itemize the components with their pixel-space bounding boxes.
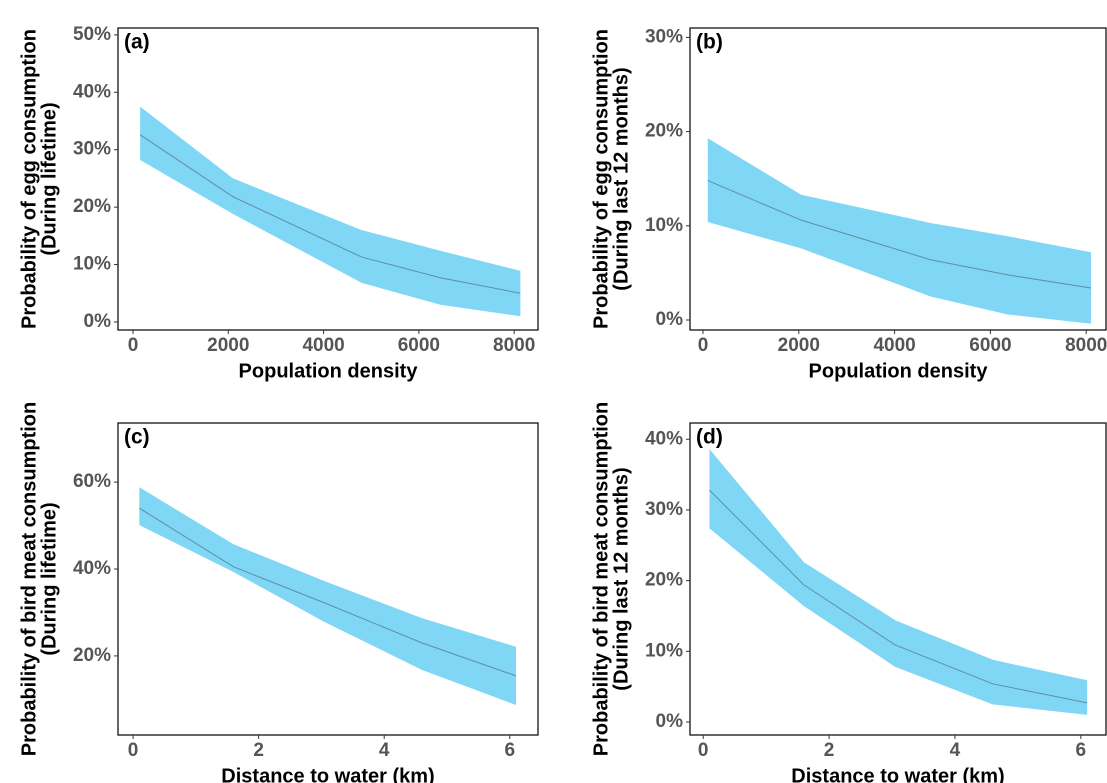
- line: [709, 489, 1088, 704]
- y-tick-label: 0%: [656, 711, 684, 732]
- plot-frame: [117, 27, 539, 331]
- y-tick-label: 10%: [645, 640, 683, 661]
- y-tick-label: 10%: [73, 254, 111, 275]
- confidence-band: [707, 138, 1092, 324]
- x-tick-label: 8000: [493, 335, 535, 356]
- y-tick-label: 10%: [645, 215, 683, 236]
- x-tick-label: 6: [1076, 740, 1087, 761]
- x-tick-label: 4: [379, 740, 390, 761]
- confidence-band: [709, 449, 1088, 715]
- y-axis-label: (During lifetime): [38, 102, 60, 255]
- line: [707, 180, 1092, 289]
- x-axis-label: Population density: [809, 360, 989, 382]
- confidence-band: [139, 487, 517, 706]
- x-tick-label: 0: [128, 335, 139, 356]
- x-tick-label: 6: [504, 740, 515, 761]
- x-tick-label: 4000: [873, 335, 915, 356]
- x-tick-label: 0: [128, 740, 139, 761]
- x-tick-label: 4: [950, 740, 961, 761]
- line: [139, 507, 517, 677]
- y-tick-label: 20%: [645, 121, 683, 142]
- y-axis-label: Probability of bird meat consumption: [590, 402, 612, 756]
- y-axis-label: (During last 12 months): [610, 467, 632, 690]
- plot-frame: [117, 422, 539, 736]
- y-tick-label: 50%: [73, 24, 111, 45]
- x-tick-label: 0: [698, 335, 709, 356]
- y-tick-label: 40%: [73, 81, 111, 102]
- y-tick-label: 0%: [656, 309, 684, 330]
- y-axis-label: Probability of bird meat consumption: [18, 402, 40, 756]
- y-tick-label: 30%: [73, 139, 111, 160]
- x-tick-label: 2: [253, 740, 264, 761]
- panel-label: (b): [696, 31, 723, 54]
- x-tick-label: 2: [824, 740, 835, 761]
- line: [139, 134, 521, 294]
- y-tick-label: 20%: [645, 570, 683, 591]
- panel-label: (a): [124, 31, 150, 54]
- y-tick-label: 40%: [645, 428, 683, 449]
- x-axis-label: Distance to water (km): [221, 765, 434, 783]
- y-axis-label: (During last 12 months): [610, 67, 632, 290]
- x-tick-label: 6000: [969, 335, 1011, 356]
- panel-label: (c): [124, 426, 150, 449]
- x-tick-label: 8000: [1065, 335, 1107, 356]
- x-tick-label: 6000: [398, 335, 440, 356]
- y-tick-label: 20%: [73, 196, 111, 217]
- x-tick-label: 2000: [207, 335, 249, 356]
- y-tick-label: 30%: [645, 499, 683, 520]
- y-axis-label: Probability of egg consumption: [18, 29, 40, 329]
- y-tick-label: 60%: [73, 471, 111, 492]
- panel-label: (d): [696, 426, 723, 449]
- y-axis-label: (During lifetime): [38, 502, 60, 655]
- x-axis-label: Distance to water (km): [791, 765, 1004, 783]
- y-axis-label: Probability of egg consumption: [590, 29, 612, 329]
- y-tick-label: 20%: [73, 645, 111, 666]
- x-tick-label: 4000: [302, 335, 344, 356]
- plot-frame: [689, 27, 1107, 331]
- x-tick-label: 0: [698, 740, 709, 761]
- y-tick-label: 0%: [84, 311, 112, 332]
- confidence-band: [140, 106, 521, 317]
- plot-frame: [689, 422, 1107, 736]
- x-axis-label: Population density: [239, 360, 419, 382]
- y-tick-label: 40%: [73, 558, 111, 579]
- x-tick-label: 2000: [778, 335, 820, 356]
- y-tick-label: 30%: [645, 26, 683, 47]
